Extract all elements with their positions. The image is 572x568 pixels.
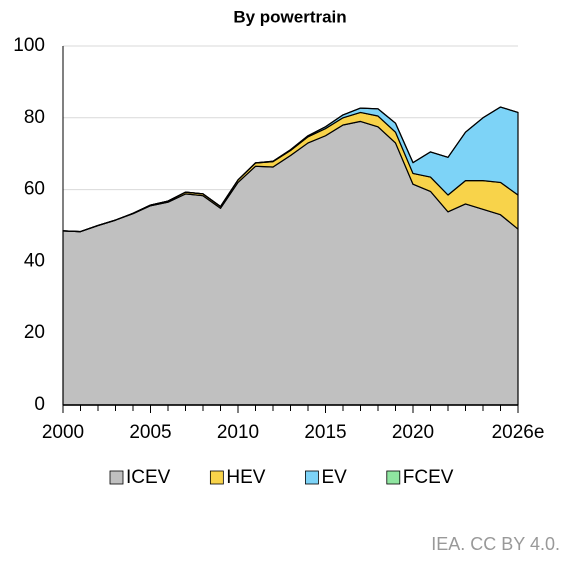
y-tick-label: 40	[24, 250, 45, 271]
legend-swatch	[386, 470, 401, 485]
y-tick-label: 100	[13, 35, 45, 56]
area	[62, 106, 519, 233]
x-tick-label: 2015	[304, 422, 346, 443]
legend-label: HEV	[226, 467, 265, 488]
x-tick-label: 2020	[392, 422, 434, 443]
chart-title: By powertrain	[233, 7, 346, 26]
y-tick-label: 20	[24, 322, 45, 343]
x-tick-label: 2010	[217, 422, 259, 443]
y-tick-label: 60	[24, 179, 45, 200]
legend-swatch	[305, 470, 319, 485]
legend-swatch	[209, 470, 224, 485]
legend-label: FCEV	[403, 467, 454, 488]
legend-label: EV	[321, 467, 347, 488]
y-tick-label: 0	[34, 394, 45, 415]
y-tick-label: 80	[24, 107, 45, 128]
x-tick-label: 2026e	[492, 422, 545, 443]
legend-swatch	[109, 470, 124, 485]
legend-label: ICEV	[126, 467, 171, 488]
x-tick-label: 2000	[42, 422, 84, 443]
source-note: IEA. CC BY 4.0.	[431, 534, 560, 554]
x-tick-label: 2005	[129, 422, 171, 443]
